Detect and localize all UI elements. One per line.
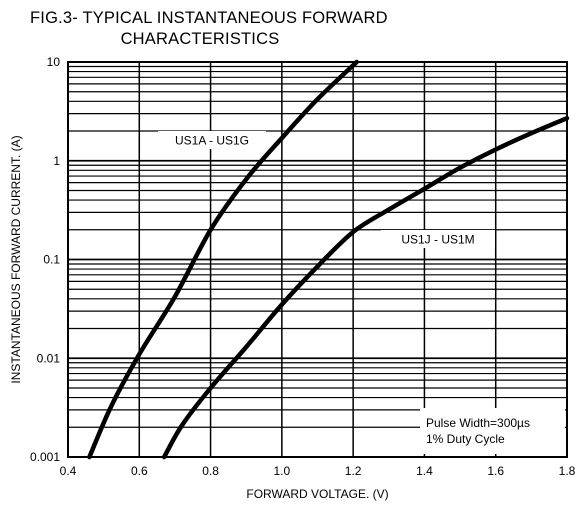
x-tick-label: 1.4 (416, 464, 433, 478)
x-tick-label: 1.8 (559, 464, 576, 478)
pulse-note: Pulse Width=300µs 1% Duty Cycle (420, 408, 565, 454)
chart-title-line2: CHARACTERISTICS (120, 30, 280, 48)
y-tick-label: 0.001 (30, 450, 60, 464)
chart-title: FIG.3- TYPICAL INSTANTANEOUS FORWARD CHA… (30, 8, 388, 50)
series-label-us1j-us1m: US1J - US1M (401, 233, 474, 247)
pulse-width-note: Pulse Width=300µs (426, 416, 530, 430)
y-tick-label: 0.1 (43, 253, 60, 267)
x-tick-label: 0.4 (60, 464, 77, 478)
series-label-bg (158, 131, 266, 149)
curves (87, 59, 570, 460)
tick-labels: 0.4 0.6 0.8 1.0 1.2 1.4 1.6 1.8 0.001 0.01 0.1 1 10 (30, 55, 576, 478)
x-tick-label: 0.6 (131, 464, 148, 478)
y-tick-label: 1 (53, 154, 60, 168)
duty-cycle-note: 1% Duty Cycle (426, 432, 505, 446)
x-axis-label: FORWARD VOLTAGE. (V) (246, 487, 388, 501)
y-tick-label: 10 (47, 55, 61, 69)
series-labels: US1A - US1G US1J - US1M (158, 131, 495, 248)
x-tick-label: 0.8 (202, 464, 219, 478)
series-label-bg (381, 230, 495, 248)
x-tick-label: 1.2 (345, 464, 362, 478)
x-tick-label: 1.6 (487, 464, 504, 478)
plot-frame (67, 61, 568, 458)
series-label-us1a-us1g: US1A - US1G (175, 134, 249, 148)
series-line-us1a-us1g (87, 59, 359, 460)
series-line-us1j-us1m (161, 115, 570, 460)
y-axis-label: INSTANTANEOUS FORWARD CURRENT. (A) (9, 135, 23, 383)
y-tick-label: 0.01 (37, 351, 61, 365)
pulse-note-box (420, 408, 565, 454)
x-tick-label: 1.0 (274, 464, 291, 478)
chart-title-line1: FIG.3- TYPICAL INSTANTANEOUS FORWARD (30, 9, 388, 27)
grid (67, 62, 568, 458)
